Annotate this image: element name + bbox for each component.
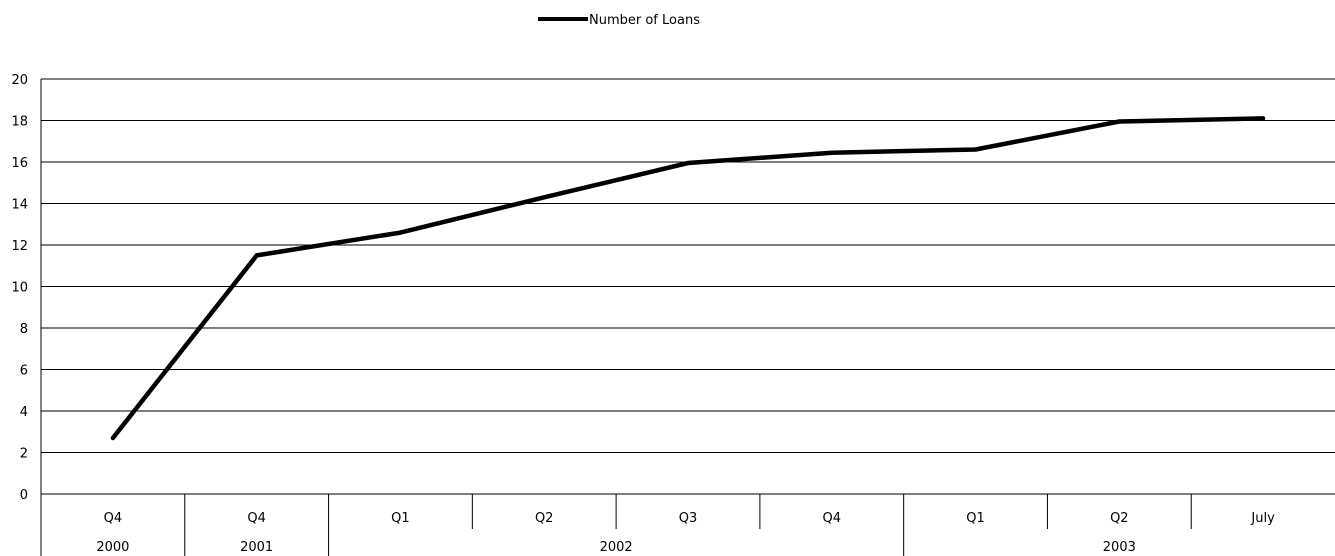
y-tick-label: 2 — [20, 447, 28, 462]
y-axis-tick-labels: 0 2 4 6 8 10 12 14 16 18 20 — [11, 73, 28, 503]
series-layer — [111, 117, 1264, 440]
data-point — [974, 148, 977, 151]
y-tick-label: 6 — [20, 364, 28, 379]
x-category-label: Q1 — [966, 511, 985, 526]
x-category-label: July — [1250, 511, 1275, 526]
data-point — [1118, 120, 1121, 123]
y-tick-label: 8 — [20, 322, 28, 337]
data-point — [255, 254, 258, 257]
y-tick-label: 4 — [20, 405, 28, 420]
x-year-label: 2000 — [96, 540, 129, 555]
y-tick-label: 16 — [11, 156, 28, 171]
y-tick-label: 20 — [11, 73, 28, 88]
series-line-number-of-loans — [113, 118, 1263, 438]
data-point — [543, 196, 546, 199]
y-tick-label: 0 — [20, 488, 28, 503]
x-category-label: Q1 — [391, 511, 410, 526]
y-tick-label: 14 — [11, 198, 28, 213]
x-year-label: 2003 — [1103, 540, 1136, 555]
data-point — [399, 231, 402, 234]
data-point — [1262, 117, 1265, 120]
legend-label: Number of Loans — [589, 13, 700, 28]
x-category-label: Q2 — [535, 511, 554, 526]
data-point — [687, 162, 690, 165]
x-axis: Q4 Q4 Q1 Q2 Q3 Q4 Q1 Q2 July 2000 2001 2002 2003 — [41, 79, 1335, 556]
x-category-label: Q4 — [823, 511, 842, 526]
y-tick-label: 10 — [11, 281, 28, 296]
data-point — [830, 151, 833, 154]
x-category-label: Q4 — [247, 511, 266, 526]
x-year-label: 2002 — [600, 540, 633, 555]
data-point — [111, 436, 114, 439]
x-year-label: 2001 — [240, 540, 273, 555]
y-tick-label: 12 — [11, 239, 28, 254]
y-tick-label: 18 — [11, 115, 28, 130]
x-category-label: Q3 — [679, 511, 698, 526]
grid-lines — [41, 79, 1335, 453]
x-category-label: Q4 — [104, 511, 123, 526]
legend: Number of Loans — [538, 13, 700, 28]
x-category-label: Q2 — [1110, 511, 1129, 526]
